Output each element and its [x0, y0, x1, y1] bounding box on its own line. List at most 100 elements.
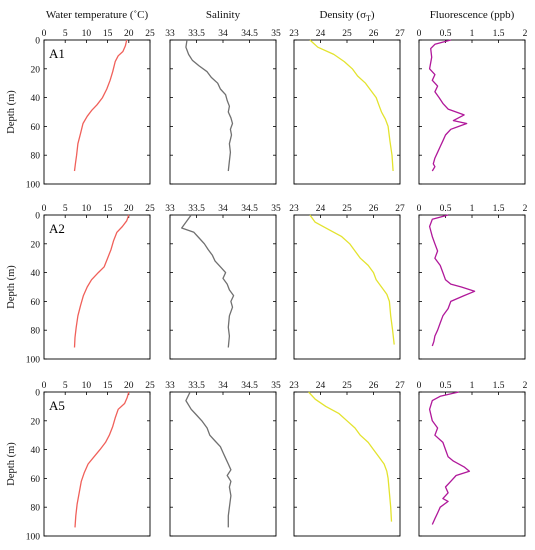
y-tick-label: 20 — [31, 417, 41, 427]
x-tick-label: 35 — [271, 29, 281, 39]
x-tick-label: 35 — [271, 204, 281, 214]
x-tick-label: 23 — [289, 204, 299, 214]
panel-a2-dens: 23 24 25 26 27 — [289, 204, 405, 360]
density-title-suffix: ) — [371, 9, 375, 21]
y-tick-label: 80 — [31, 504, 41, 514]
y-axis-label: Depth (m) — [6, 90, 17, 134]
panel-frame — [169, 39, 277, 185]
panel-title-sal: Salinity — [206, 9, 241, 21]
series-line-fluor — [428, 39, 468, 172]
station-label: A1 — [49, 46, 65, 61]
x-tick-label: 33 — [165, 29, 175, 39]
x-tick-label: 0 — [417, 204, 422, 214]
x-tick-label: 33 — [165, 381, 175, 391]
station-label: A5 — [49, 398, 65, 413]
x-tick-label: 5 — [63, 381, 68, 391]
x-tick-label: 34 — [218, 381, 228, 391]
x-tick-label: 1 — [470, 381, 475, 391]
x-tick-label: 10 — [82, 204, 92, 214]
y-axis-label: Depth (m) — [6, 265, 17, 309]
x-tick-label: 24 — [316, 29, 326, 39]
x-tick-label: 1 — [470, 204, 475, 214]
panel-a1-fluor: 0 0.5 1 1.5 2 — [417, 29, 528, 185]
x-tick-label: 25 — [342, 204, 352, 214]
y-tick-label: 60 — [31, 475, 41, 485]
series-line-sal — [185, 39, 234, 172]
x-tick-label: 10 — [82, 29, 92, 39]
x-tick-label: 0 — [417, 381, 422, 391]
x-tick-label: 25 — [145, 381, 155, 391]
y-tick-label: 40 — [31, 269, 41, 279]
panel-a2-temp: 0 5 10 15 20 25 A2 — [42, 204, 155, 360]
x-tick-label: 20 — [124, 204, 134, 214]
series-line-temp — [74, 391, 130, 528]
y-tick-label: 0 — [35, 212, 40, 222]
x-tick-label: 24 — [316, 204, 326, 214]
x-tick-label: 2 — [523, 204, 528, 214]
panel-title-fluor: Fluorescence (ppb) — [430, 9, 515, 21]
x-tick-label: 15 — [103, 204, 113, 214]
series-line-fluor — [428, 214, 476, 347]
x-tick-label: 25 — [145, 29, 155, 39]
panel-a2-fluor: 0 0.5 1 1.5 2 — [417, 204, 528, 360]
series-line-temp — [73, 39, 128, 172]
x-tick-label: 2 — [523, 29, 528, 39]
panel-titles: Water temperature (˚C) Salinity Density (σ… — [46, 9, 515, 23]
y-tick-label: 0 — [35, 389, 40, 399]
panel-a1-dens: 23 24 25 26 27 — [289, 29, 405, 185]
y-tick-label: 100 — [26, 533, 41, 543]
x-tick-label: 25 — [342, 381, 352, 391]
x-tick-label: 0 — [42, 204, 47, 214]
y-tick-label: 20 — [31, 65, 41, 75]
y-tick-label: 80 — [31, 152, 41, 162]
y-axis-label: Depth (m) — [6, 442, 17, 486]
panel-title-temp: Water temperature (˚C) — [46, 9, 149, 21]
x-tick-label: 33.5 — [188, 204, 205, 214]
x-tick-label: 34.5 — [241, 29, 258, 39]
panel-a5-fluor: 0 0.5 1 1.5 2 — [417, 381, 528, 537]
x-tick-label: 2 — [523, 381, 528, 391]
y-tick-label: 0 — [35, 37, 40, 47]
x-tick-label: 23 — [289, 381, 299, 391]
panel-a5-dens: 23 24 25 26 27 — [289, 381, 405, 537]
x-tick-label: 5 — [63, 29, 68, 39]
x-tick-label: 33 — [165, 204, 175, 214]
x-tick-label: 26 — [369, 204, 379, 214]
x-tick-label: 24 — [316, 381, 326, 391]
x-tick-label: 0 — [42, 29, 47, 39]
x-tick-label: 20 — [124, 29, 134, 39]
panel-frame — [418, 391, 526, 537]
x-tick-label: 33.5 — [188, 29, 205, 39]
y-tick-label: 100 — [26, 356, 41, 366]
panel-a5-temp: 0 5 10 15 20 25 A5 — [42, 381, 155, 537]
x-tick-label: 0.5 — [440, 204, 452, 214]
x-tick-label: 1.5 — [493, 381, 505, 391]
panel-frame — [418, 39, 526, 185]
panel-frame — [43, 391, 151, 537]
x-tick-label: 15 — [103, 381, 113, 391]
x-tick-label: 34.5 — [241, 381, 258, 391]
y-tick-label: 40 — [31, 446, 41, 456]
x-tick-label: 10 — [82, 381, 92, 391]
y-tick-label: 60 — [31, 123, 41, 133]
panel-frame — [43, 39, 151, 185]
series-line-sal — [181, 214, 235, 348]
y-tick-label: 20 — [31, 240, 41, 250]
x-tick-label: 0.5 — [440, 381, 452, 391]
y-tick-label: 40 — [31, 94, 41, 104]
panel-title-dens: Density (σT) — [319, 9, 374, 23]
panel-frame — [169, 391, 277, 537]
x-tick-label: 1.5 — [493, 204, 505, 214]
panel-a1-sal: 33 33.5 34 34.5 35 — [165, 29, 281, 185]
x-tick-label: 27 — [395, 204, 405, 214]
density-title-subscript: T — [366, 14, 371, 23]
panel-a5-sal: 33 33.5 34 34.5 35 — [165, 381, 281, 537]
density-title-main: Density (σ — [319, 9, 366, 21]
x-tick-label: 0 — [42, 381, 47, 391]
x-tick-label: 0 — [417, 29, 422, 39]
x-tick-label: 26 — [369, 381, 379, 391]
series-line-sal — [185, 391, 232, 528]
